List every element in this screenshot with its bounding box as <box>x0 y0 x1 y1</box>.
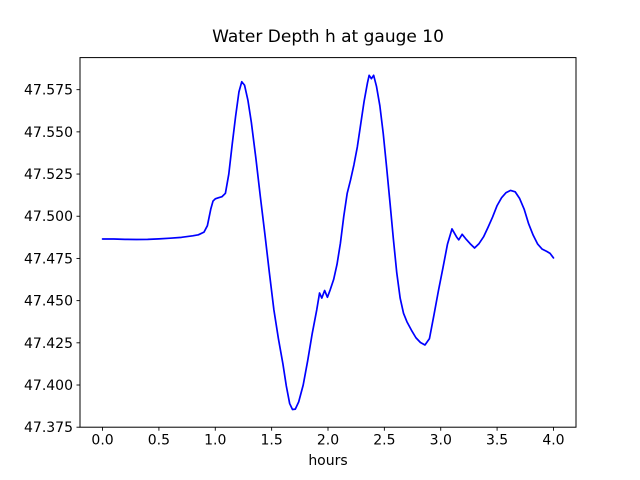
y-tick-label: 47.475 <box>24 251 73 267</box>
y-tick-label: 47.375 <box>24 420 73 436</box>
x-tick-label: 2.5 <box>373 433 395 449</box>
x-tick-label: 3.5 <box>486 433 508 449</box>
x-tick-label: 1.0 <box>204 433 226 449</box>
x-tick-label: 0.0 <box>91 433 113 449</box>
water-depth-line <box>101 74 555 411</box>
y-tick-label: 47.550 <box>24 125 73 141</box>
y-tick-label: 47.575 <box>24 83 73 99</box>
x-tick-label: 1.5 <box>261 433 283 449</box>
y-tick-label: 47.500 <box>24 209 73 225</box>
x-axis-label: hours <box>308 453 348 469</box>
y-tick-label: 47.450 <box>24 294 73 310</box>
x-tick-label: 3.0 <box>430 433 452 449</box>
x-tick-label: 2.0 <box>317 433 339 449</box>
x-tick-label: 4.0 <box>542 433 564 449</box>
x-tick-label: 0.5 <box>148 433 170 449</box>
y-tick-label: 47.525 <box>24 167 73 183</box>
y-tick-label: 47.425 <box>24 336 73 352</box>
chart-title: Water Depth h at gauge 10 <box>212 27 444 47</box>
axes-frame <box>79 57 577 428</box>
y-tick-label: 47.400 <box>24 378 73 394</box>
